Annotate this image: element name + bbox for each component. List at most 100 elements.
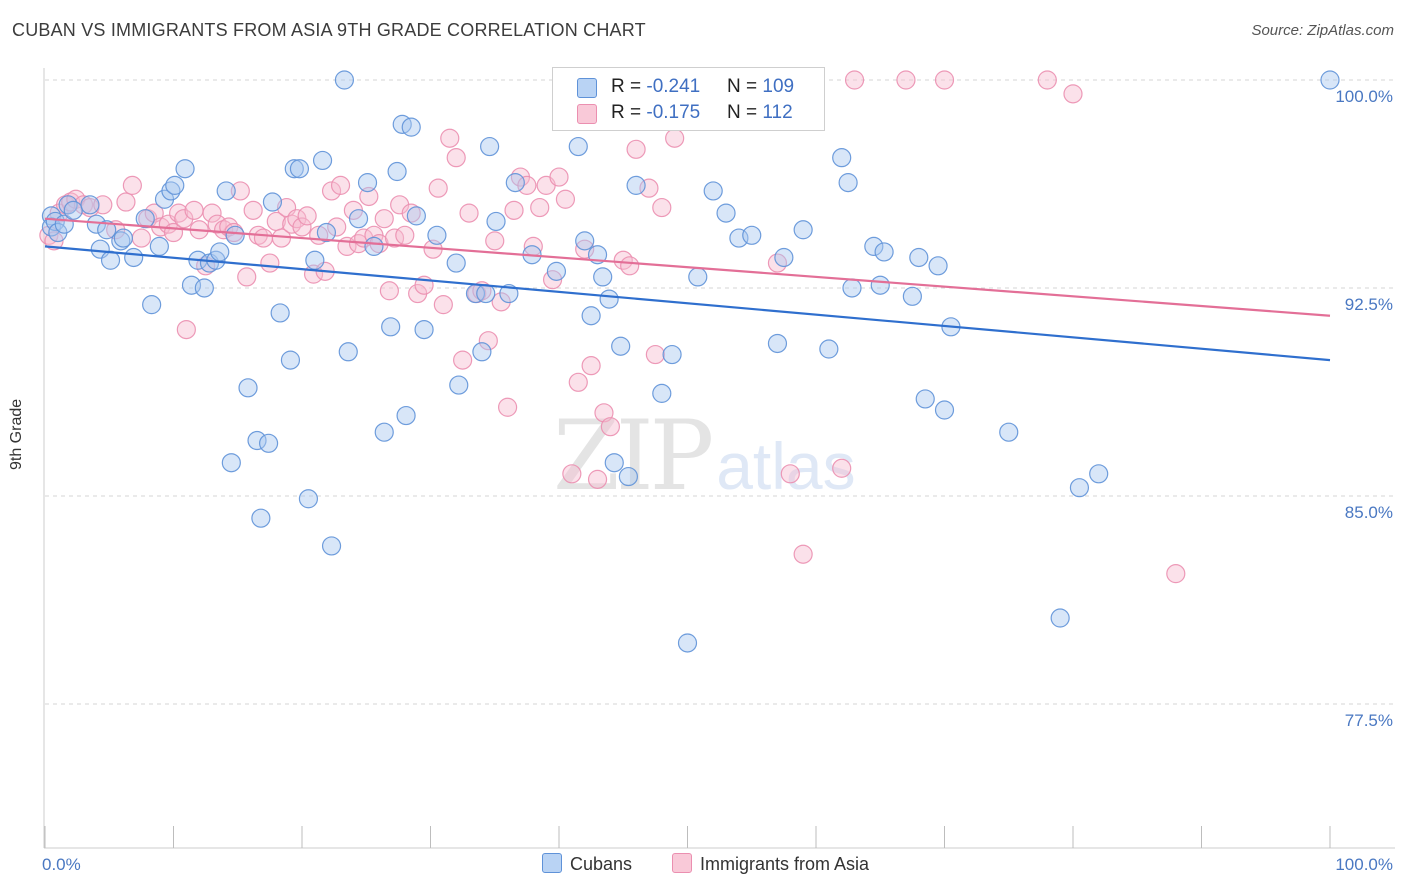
tick-label-layer: 100.0% 92.5% 85.0% 77.5% 0.0% 100.0%: [42, 87, 1393, 874]
cuban-point: [135, 209, 155, 229]
cuban-point: [742, 225, 762, 245]
cuban-point: [165, 175, 185, 195]
cuban-point: [357, 173, 378, 193]
asia-point: [555, 189, 576, 209]
asia-point: [433, 295, 453, 315]
trend-layer: [44, 217, 1331, 362]
asia-point: [453, 350, 473, 370]
cuban-point: [262, 192, 283, 212]
asia-point: [169, 203, 189, 223]
asia-point: [645, 344, 665, 365]
cuban-point: [321, 536, 342, 556]
asia-point: [896, 70, 916, 90]
cuban-point: [446, 253, 466, 273]
cuban-point: [716, 203, 736, 223]
asia-point: [626, 139, 646, 159]
cuban-point: [626, 175, 646, 195]
legend-n-asia: N = 112: [727, 102, 793, 123]
cuban-point: [611, 336, 631, 356]
legend-swatch-cubans: [577, 78, 597, 98]
asia-point: [600, 417, 621, 437]
cuban-point: [316, 222, 337, 243]
cuban-point: [427, 225, 447, 245]
asia-point: [793, 544, 813, 564]
cuban-point: [499, 283, 519, 304]
y-tick-label: 100.0%: [1335, 87, 1393, 106]
asia-point: [379, 281, 399, 301]
cuban-point: [618, 466, 638, 487]
asia-point: [327, 217, 347, 237]
cuban-point: [270, 303, 290, 323]
cuban-point: [374, 422, 394, 442]
cuban-point: [652, 383, 672, 403]
cuban-point: [568, 136, 588, 157]
cuban-point: [593, 267, 613, 287]
cuban-point: [113, 228, 133, 248]
source-label: Source: ZipAtlas.com: [1251, 22, 1394, 39]
asia-point: [202, 203, 222, 223]
cuban-point: [251, 508, 271, 528]
asia-point: [1037, 70, 1057, 90]
asia-point: [1166, 564, 1186, 584]
cuban-point: [364, 236, 384, 256]
cuban-point: [819, 339, 839, 359]
cuban-point: [406, 206, 426, 226]
cuban-point: [1050, 608, 1070, 628]
cuban-point: [216, 181, 236, 201]
cuban-point: [999, 422, 1019, 442]
cuban-point: [80, 195, 100, 215]
cuban-point: [604, 453, 624, 473]
cuban-point: [864, 236, 884, 256]
cuban-point: [396, 405, 416, 426]
asia-point: [131, 228, 151, 248]
asia-point: [401, 203, 421, 223]
asia-point: [253, 228, 274, 248]
cuban-point: [111, 231, 131, 251]
asia-point: [620, 256, 640, 276]
x-tick-label-max: 100.0%: [1335, 855, 1393, 874]
cuban-point: [793, 220, 813, 240]
asia-point: [292, 217, 312, 237]
cuban-point: [247, 430, 267, 451]
cuban-point: [703, 181, 723, 201]
asia-point: [459, 203, 479, 223]
asia-point: [832, 458, 852, 478]
cuban-point: [546, 261, 567, 281]
cuban-point: [225, 225, 245, 245]
asia-point: [260, 253, 280, 273]
cuban-point: [874, 242, 894, 262]
asia-point: [184, 200, 204, 220]
cuban-point: [280, 350, 301, 370]
cuban-point: [238, 378, 258, 398]
asia-point: [230, 181, 250, 201]
bottom-legend-asia[interactable]: Immigrants from Asia: [672, 853, 869, 875]
asia-point: [581, 356, 601, 376]
asia-point: [428, 178, 448, 198]
cuban-point: [221, 453, 241, 473]
cuban-point: [298, 489, 319, 509]
asia-point: [504, 200, 524, 220]
cuban-point: [414, 319, 434, 340]
asia-point: [1063, 84, 1083, 104]
asia-point: [549, 167, 569, 187]
asia-point: [395, 225, 415, 245]
cuban-point: [338, 342, 358, 362]
cuban-point: [870, 275, 890, 295]
cuban-point: [928, 256, 948, 276]
legend-r-cubans: R = -0.241: [611, 76, 701, 97]
cuban-point: [476, 283, 496, 304]
legend-n-cubans: N = 109: [727, 76, 795, 97]
cuban-point: [662, 344, 682, 365]
cuban-point: [58, 195, 78, 215]
asia-points-layer: [39, 70, 1186, 584]
cuban-point: [1320, 70, 1340, 90]
cuban-point: [599, 289, 619, 309]
bottom-legend-cubans[interactable]: Cubans: [542, 853, 632, 875]
asia-point: [665, 128, 685, 148]
cuban-point: [210, 242, 230, 262]
cuban-point: [63, 200, 83, 220]
asia-point: [176, 319, 196, 340]
cuban-point: [175, 159, 195, 179]
watermark-zip: ZIP: [553, 400, 714, 512]
